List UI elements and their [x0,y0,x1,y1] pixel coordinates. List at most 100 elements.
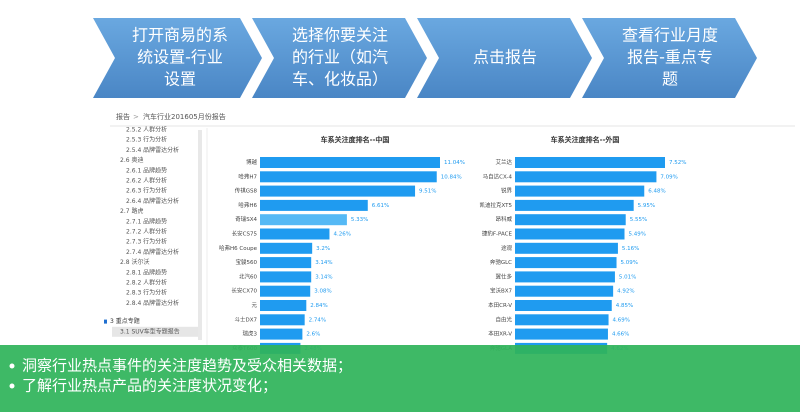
nav-item: 2.7.4 品牌雷达分析 [126,248,179,256]
value-label: 6.61% [372,203,389,209]
nav-item: 2.7.1 品牌趋势 [126,217,167,225]
bar-label: 奇瑞SX4 [235,215,257,223]
step-text: 设置 [164,70,196,89]
value-label: 5.49% [629,232,646,238]
nav-item: 2.6.1 品牌趋势 [126,166,167,174]
bar [260,157,440,168]
value-label: 2.74% [309,317,326,323]
nav-item: 2.6.3 行为分析 [126,187,167,195]
value-label: 2.6% [306,332,320,338]
bar-label: 传祺GS8 [235,187,258,195]
breadcrumb-root: 报告 [116,112,130,121]
step-text: 打开商易的系 [132,26,228,45]
bar [515,314,609,326]
nav-item: 2.5.2 人群分析 [126,126,167,134]
value-label: 4.69% [613,317,630,323]
bar-label: 哈弗H6 [238,201,257,209]
nav-item: 2.6.4 品牌雷达分析 [126,197,179,205]
report-screenshot [110,106,795,346]
bar [515,257,617,269]
value-label: 2.84% [310,303,327,309]
nav-item: 2.8.2 人群分析 [126,279,167,287]
bar [260,271,312,283]
step-text: 报告-重点专 [627,48,713,67]
bar-label: 哈弗H6 Coupe [219,244,258,252]
bar-label: 长安CX70 [231,287,257,295]
bar [515,271,615,283]
value-label: 4.26% [333,232,350,238]
bullet-text: 了解行业热点产品的关注度状况变化； [22,377,277,395]
bar [260,314,305,326]
value-label: 3.2% [316,246,330,252]
value-label: 5.16% [622,246,639,252]
nav-item: 2.8 沃尔沃 [120,258,149,266]
bar-label: 翼仕多 [495,272,512,280]
value-label: 9.51% [419,189,436,195]
bar-label: 途观 [501,244,513,252]
bar-label: 捷豹F-PACE [482,230,513,238]
bullet-dot [9,363,15,369]
bar [515,242,618,254]
value-label: 3.14% [315,260,332,266]
bar [260,228,330,240]
value-label: 4.66% [612,332,629,338]
bar [260,214,347,226]
nav-item: 2.8.3 行为分析 [126,289,167,297]
bar [260,185,416,197]
value-label: 5.55% [630,217,647,223]
bar [515,228,625,240]
bar-label: 长安CS75 [232,230,258,238]
value-label: 7.52% [669,160,686,166]
value-label: 5.95% [638,203,655,209]
bar-label: 马自达CX-4 [483,172,513,180]
bar [515,185,645,197]
bar [260,300,307,311]
nav-item: 2.7 路虎 [120,207,143,215]
bar [515,300,612,311]
bar [260,328,303,340]
bar-label: 博越 [246,158,258,166]
bar [515,171,657,183]
bar-label: 宝骏560 [236,258,258,266]
chart-title: 车系关注度排名--中国 [321,135,390,144]
nav-item: 2.6 奥迪 [120,156,143,164]
value-label: 3.14% [315,274,332,280]
bullet-dot [9,383,15,389]
step-text: 题 [662,70,678,89]
value-label: 4.92% [617,289,634,295]
nav-item: 2.7.2 人群分析 [126,228,167,236]
value-label: 5.33% [351,217,368,223]
bar-label: 昂科威 [495,215,512,223]
bar [260,171,437,183]
value-label: 3.08% [314,289,331,295]
step-text: 查看行业月度 [622,26,718,45]
bar-label: 锐界 [501,187,513,195]
nav-marker [104,319,107,324]
bar [515,199,634,211]
bar [260,285,311,297]
nav-item: 2.8.1 品牌趋势 [126,268,167,276]
bar-label: 瑞虎3 [243,330,258,338]
step-arrow [252,18,427,98]
bar [260,199,368,211]
bar [515,157,665,168]
bar-label: 宝沃BX7 [490,287,513,295]
bar-label: 北汽60 [239,272,257,280]
step-arrow [417,18,592,98]
chart-title: 车系关注度排名--外国 [551,135,620,144]
info-band [0,345,800,412]
bar-label: 元 [251,302,257,309]
value-label: 6.48% [648,189,665,195]
step-arrow [582,18,757,98]
scrollbar [198,130,202,340]
bar [260,257,312,269]
bar-label: 本田XR-V [488,330,512,338]
bar-label: 斗士DX7 [234,315,257,323]
step-text: 选择你要关注 [292,26,388,45]
bar-label: 哈弗H7 [238,172,257,180]
value-label: 11.04% [444,160,465,166]
nav-selected [112,326,198,337]
bar [515,285,614,297]
bar-label: 艾兰达 [495,158,512,166]
